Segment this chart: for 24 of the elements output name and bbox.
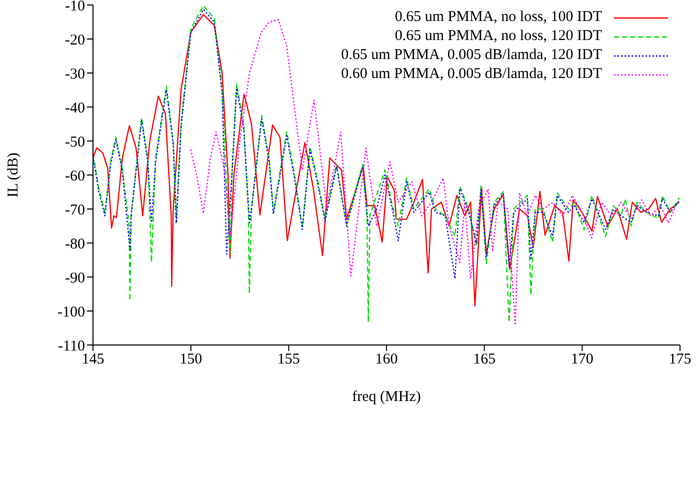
y-tick-label: -30: [65, 66, 85, 82]
x-tick-label: 160: [375, 352, 398, 368]
y-tick-label: -50: [65, 134, 85, 150]
y-tick-label: -60: [65, 168, 85, 184]
legend-label: 0.65 um PMMA, 0.005 dB/lamda, 120 IDT: [341, 46, 602, 65]
y-axis-title: IL (dB): [5, 152, 22, 198]
legend-label: 0.65 um PMMA, no loss, 100 IDT: [394, 8, 602, 27]
y-tick-label: -80: [65, 236, 85, 252]
y-tick-label: -70: [65, 202, 85, 218]
y-tick-label: -110: [58, 338, 85, 354]
y-tick-label: -20: [65, 32, 85, 48]
x-tick-label: 175: [668, 352, 692, 368]
x-axis-title: freq (MHz): [352, 389, 421, 405]
legend-label: 0.65 um PMMA, no loss, 120 IDT: [394, 27, 602, 46]
legend-label: 0.60 um PMMA, 0.005 dB/lamda, 120 IDT: [341, 65, 602, 84]
x-tick-label: 155: [277, 352, 300, 368]
y-tick-label: -90: [65, 270, 85, 286]
y-tick-label: -40: [65, 100, 85, 116]
x-tick-label: 170: [570, 352, 594, 368]
y-tick-label: -10: [65, 0, 85, 14]
x-tick-label: 150: [180, 352, 202, 368]
x-tick-label: 145: [82, 352, 104, 368]
y-tick-label: -100: [58, 304, 85, 320]
x-tick-label: 165: [473, 352, 496, 368]
